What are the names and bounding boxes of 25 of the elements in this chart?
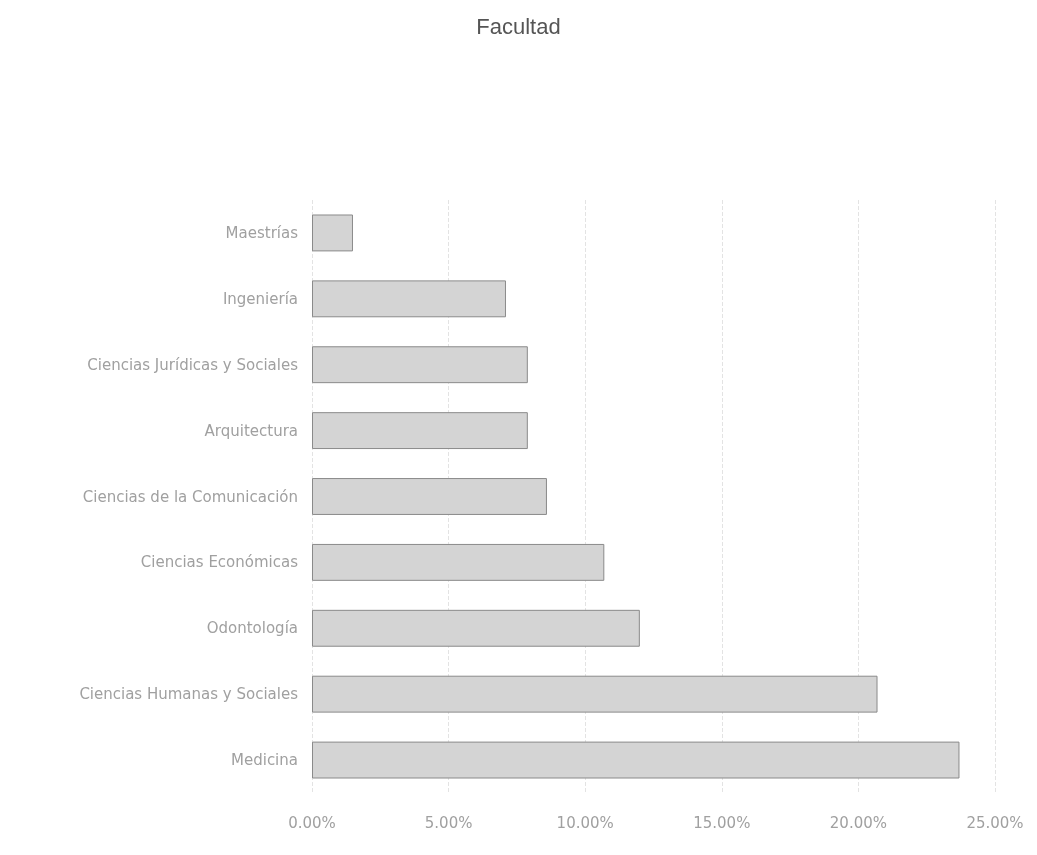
- y-tick-label: Medicina: [231, 751, 298, 770]
- bar: [312, 675, 878, 713]
- y-tick-label: Odontología: [206, 619, 298, 638]
- y-tick-label: Ciencias Económicas: [140, 553, 299, 572]
- bar: [312, 412, 528, 450]
- x-tick-label: 10.00%: [556, 813, 614, 832]
- x-tick-label: 15.00%: [693, 813, 751, 832]
- bar: [312, 543, 605, 581]
- x-tick-label: 5.00%: [424, 813, 473, 832]
- x-tick-label: 0.00%: [288, 813, 336, 832]
- bar: [312, 741, 960, 779]
- bar: [312, 609, 640, 647]
- bar: [312, 214, 353, 252]
- y-tick-label: Ciencias Jurídicas y Sociales: [87, 355, 299, 374]
- y-tick-label: Ciencias de la Comunicación: [82, 487, 298, 506]
- bar: [312, 280, 506, 318]
- y-tick-label: Arquitectura: [204, 421, 298, 440]
- y-tick-label: Ingeniería: [222, 289, 298, 308]
- x-tick-label: 25.00%: [966, 813, 1024, 832]
- x-tick-label: 20.00%: [829, 813, 887, 832]
- bar: [312, 346, 528, 384]
- bar: [312, 478, 547, 515]
- chart-title: Facultad: [476, 13, 561, 39]
- y-tick-label: Ciencias Humanas y Sociales: [79, 685, 299, 704]
- y-tick-label: Maestrías: [225, 223, 299, 242]
